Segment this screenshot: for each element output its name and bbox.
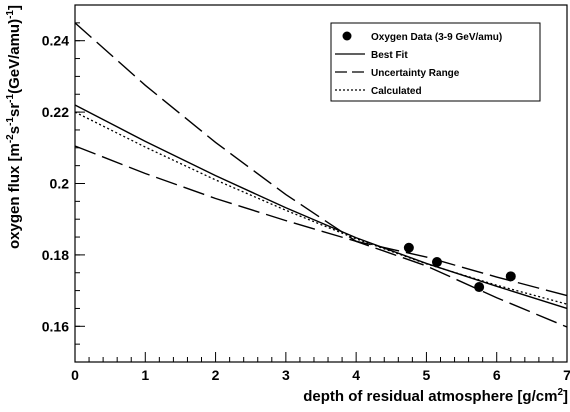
y-axis: 0.16 0.18 0.2 0.22 0.24: [42, 5, 85, 362]
series-line-solid: [75, 105, 567, 308]
x-tick-label: 2: [212, 367, 220, 383]
x-axis: 0 1 2 3 4 5 6 7: [71, 352, 570, 383]
y-tick-label: 0.2: [50, 176, 70, 192]
y-axis-label: oxygen flux [m-2s-1sr-1(GeV/amu)-1]: [5, 5, 23, 249]
series-line-longdash: [75, 146, 567, 296]
data-point: [506, 271, 516, 281]
x-tick-label: 0: [71, 367, 79, 383]
legend-label: Uncertainty Range: [371, 68, 460, 79]
legend-label: Calculated: [371, 86, 422, 97]
data-points: [404, 243, 516, 292]
x-tick-label: 6: [493, 367, 501, 383]
data-point: [474, 282, 484, 292]
x-tick-label: 1: [141, 367, 149, 383]
x-tick-label: 4: [352, 367, 360, 383]
data-point: [432, 257, 442, 267]
y-tick-label: 0.18: [42, 247, 69, 263]
legend-marker: [343, 32, 352, 41]
x-tick-label: 3: [282, 367, 290, 383]
x-axis-label: depth of residual atmosphere [g/cm2]: [303, 387, 568, 405]
y-tick-label: 0.22: [42, 104, 69, 120]
data-point: [404, 243, 414, 253]
y-tick-label: 0.24: [42, 33, 69, 49]
x-tick-label: 5: [423, 367, 431, 383]
x-tick-label: 7: [563, 367, 570, 383]
y-tick-label: 0.16: [42, 318, 69, 334]
legend-label: Best Fit: [371, 50, 408, 61]
legend-label: Oxygen Data (3-9 GeV/amu): [371, 32, 502, 43]
legend: Oxygen Data (3-9 GeV/amu) Best Fit Uncerta…: [331, 23, 540, 101]
